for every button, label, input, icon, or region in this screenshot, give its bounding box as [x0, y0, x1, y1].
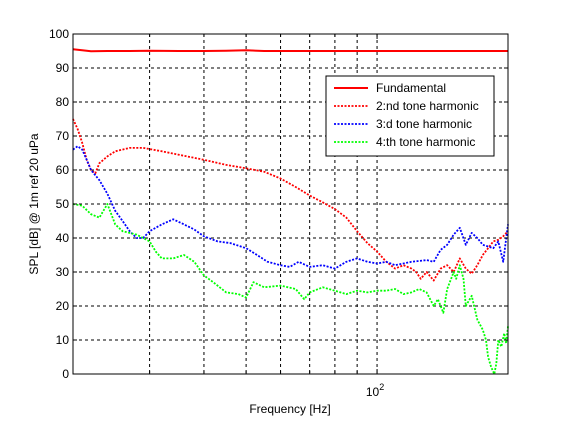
series-layer [72, 48, 509, 375]
y-tick-label: 20 [56, 299, 70, 313]
x-tick-label: 102 [366, 382, 384, 399]
y-tick-label: 30 [56, 265, 70, 279]
x-axis-label: Frequency [Hz] [249, 402, 330, 416]
series-line-3 [72, 145, 509, 270]
y-tick-label: 70 [56, 129, 70, 143]
legend-box [325, 75, 495, 157]
y-tick-label: 0 [62, 367, 69, 381]
series-line-2 [72, 118, 509, 282]
y-tick-label: 10 [56, 333, 70, 347]
legend: Fundamental 2:nd tone harmonic 3:d tone ha… [325, 75, 495, 157]
series-line-1 [72, 48, 508, 53]
y-axis-label: SPL [dB] @ 1m ref 20 uPa [27, 133, 41, 274]
y-tick-label: 40 [56, 231, 70, 245]
legend-entry-label: Fundamental [376, 81, 446, 95]
y-tick-label: 90 [56, 61, 70, 75]
y-tick-label: 50 [56, 197, 70, 211]
y-tick-label: 80 [56, 95, 70, 109]
series-line-4 [72, 203, 509, 375]
legend-entry-label: 4:th tone harmonic [376, 135, 475, 149]
y-tick-label: 100 [49, 27, 69, 41]
legend-entry-label: 2:nd tone harmonic [376, 99, 479, 113]
legend-entry-label: 3:d tone harmonic [376, 117, 472, 131]
ticks: 0 10 20 30 40 50 60 70 80 90 100 102 [49, 27, 508, 399]
y-tick-label: 60 [56, 163, 70, 177]
